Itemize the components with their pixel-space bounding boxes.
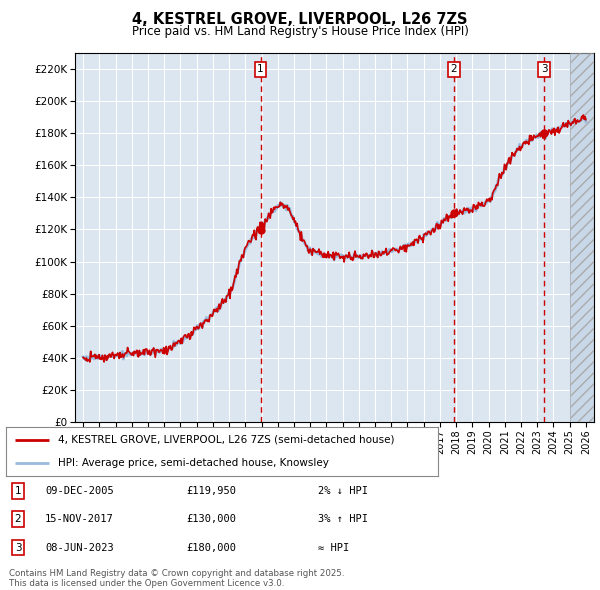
Text: 2% ↓ HPI: 2% ↓ HPI bbox=[318, 486, 368, 496]
Text: Contains HM Land Registry data © Crown copyright and database right 2025.
This d: Contains HM Land Registry data © Crown c… bbox=[9, 569, 344, 588]
Text: 4, KESTREL GROVE, LIVERPOOL, L26 7ZS: 4, KESTREL GROVE, LIVERPOOL, L26 7ZS bbox=[132, 12, 468, 27]
Text: 08-JUN-2023: 08-JUN-2023 bbox=[45, 543, 114, 552]
Text: 1: 1 bbox=[14, 486, 22, 496]
Text: ≈ HPI: ≈ HPI bbox=[318, 543, 349, 552]
Text: Price paid vs. HM Land Registry's House Price Index (HPI): Price paid vs. HM Land Registry's House … bbox=[131, 25, 469, 38]
Text: HPI: Average price, semi-detached house, Knowsley: HPI: Average price, semi-detached house,… bbox=[58, 458, 329, 468]
Text: 2: 2 bbox=[14, 514, 22, 524]
Text: £180,000: £180,000 bbox=[186, 543, 236, 552]
Bar bbox=[569, 53, 594, 422]
Bar bbox=[569, 53, 594, 422]
Text: 4, KESTREL GROVE, LIVERPOOL, L26 7ZS (semi-detached house): 4, KESTREL GROVE, LIVERPOOL, L26 7ZS (se… bbox=[58, 435, 394, 445]
Text: 1: 1 bbox=[257, 64, 264, 74]
Text: 3: 3 bbox=[14, 543, 22, 552]
Text: 09-DEC-2005: 09-DEC-2005 bbox=[45, 486, 114, 496]
Text: 3: 3 bbox=[541, 64, 548, 74]
Text: £119,950: £119,950 bbox=[186, 486, 236, 496]
Text: 2: 2 bbox=[451, 64, 457, 74]
Text: £130,000: £130,000 bbox=[186, 514, 236, 524]
Text: 3% ↑ HPI: 3% ↑ HPI bbox=[318, 514, 368, 524]
Text: 15-NOV-2017: 15-NOV-2017 bbox=[45, 514, 114, 524]
